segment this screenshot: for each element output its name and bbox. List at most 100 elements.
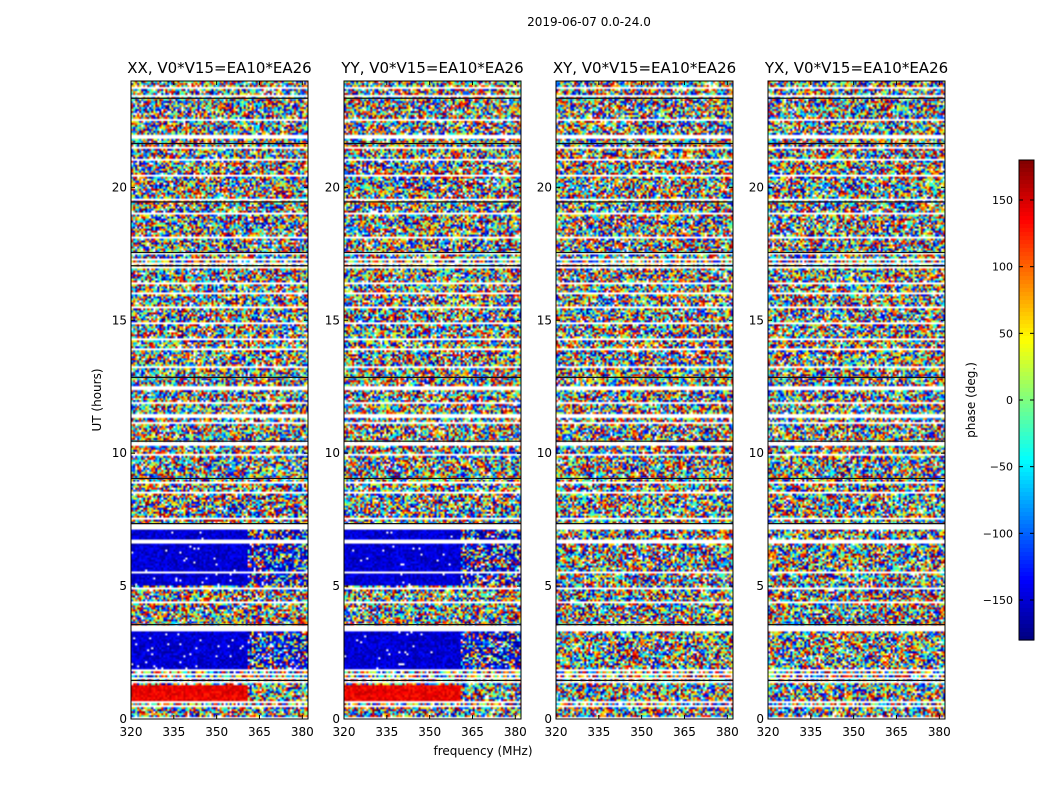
colorbar-segment: [1019, 364, 1034, 369]
colorbar-segment: [1019, 396, 1034, 401]
colorbar-segment: [1019, 176, 1034, 181]
x-tick-label: 350: [418, 725, 441, 739]
colorbar-segment: [1019, 376, 1034, 381]
colorbar-segment: [1019, 212, 1034, 217]
colorbar-segment: [1019, 424, 1034, 429]
panel-4: YX, V0*V15=EA10*EA26 320 335 350 365 380 0 5 10 1…: [749, 59, 951, 739]
colorbar-segment: [1019, 524, 1034, 529]
colorbar-segment: [1019, 548, 1034, 553]
colorbar-segment: [1019, 196, 1034, 201]
colorbar-segment: [1019, 468, 1034, 473]
colorbar-segment: [1019, 552, 1034, 557]
panel-1: XX, V0*V15=EA10*EA26 320 335 350 365 380 0 5 10 1…: [90, 59, 314, 739]
colorbar-segment: [1019, 440, 1034, 445]
colorbar-segment: [1019, 336, 1034, 341]
x-tick-label: 335: [587, 725, 610, 739]
colorbar-segment: [1019, 208, 1034, 213]
colorbar-segment: [1019, 432, 1034, 437]
colorbar-segment: [1019, 500, 1034, 505]
x-axis-label: frequency (MHz): [433, 744, 532, 758]
colorbar-segment: [1019, 564, 1034, 569]
colorbar-segment: [1019, 504, 1034, 509]
panel-title: YY, V0*V15=EA10*EA26: [340, 59, 523, 77]
x-tick-label: 350: [842, 725, 865, 739]
y-tick-label: 15: [112, 313, 127, 327]
colorbar-segment: [1019, 528, 1034, 533]
colorbar-segment: [1019, 496, 1034, 501]
x-tick-label: 335: [375, 725, 398, 739]
colorbar-segment: [1019, 344, 1034, 349]
heatmap-image: [344, 81, 521, 719]
colorbar-segment: [1019, 192, 1034, 197]
colorbar-segment: [1019, 300, 1034, 305]
heatmap-image: [131, 81, 308, 719]
x-tick-label: 365: [461, 725, 484, 739]
colorbar-segment: [1019, 356, 1034, 361]
axes-frame: [130, 80, 309, 720]
colorbar-segment: [1019, 392, 1034, 397]
colorbar-segment: [1019, 472, 1034, 477]
colorbar-segment: [1019, 276, 1034, 281]
y-tick-label: 20: [112, 180, 127, 194]
colorbar-segment: [1019, 448, 1034, 453]
colorbar-segment: [1019, 272, 1034, 277]
colorbar-segment: [1019, 620, 1034, 625]
colorbar-segment: [1019, 368, 1034, 373]
panel-title: XY, V0*V15=EA10*EA26: [553, 59, 736, 77]
y-tick-label: 15: [537, 313, 552, 327]
colorbar-tick-label: 100: [992, 261, 1013, 274]
colorbar-segment: [1019, 444, 1034, 449]
panel-2: YY, V0*V15=EA10*EA26 320 335 350 365 380 0 5 10 1…: [325, 59, 533, 758]
colorbar-segment: [1019, 536, 1034, 541]
colorbar-segment: [1019, 328, 1034, 333]
colorbar-segment: [1019, 184, 1034, 189]
colorbar-segment: [1019, 180, 1034, 185]
panel-title: XX, V0*V15=EA10*EA26: [127, 59, 311, 77]
colorbar-segment: [1019, 560, 1034, 565]
y-tick-label: 10: [325, 446, 340, 460]
colorbar-segment: [1019, 532, 1034, 537]
colorbar-segment: [1019, 380, 1034, 385]
colorbar-segment: [1019, 408, 1034, 413]
colorbar-segment: [1019, 484, 1034, 489]
colorbar-segment: [1019, 580, 1034, 585]
y-tick-label: 10: [537, 446, 552, 460]
colorbar-segment: [1019, 612, 1034, 617]
colorbar-segment: [1019, 324, 1034, 329]
x-tick-label: 380: [504, 725, 527, 739]
colorbar-segment: [1019, 252, 1034, 257]
colorbar-segment: [1019, 516, 1034, 521]
colorbar-segment: [1019, 320, 1034, 325]
colorbar-tick-label: 50: [999, 327, 1013, 340]
colorbar-segment: [1019, 488, 1034, 493]
colorbar-segment: [1019, 400, 1034, 405]
colorbar-segment: [1019, 556, 1034, 561]
y-tick-label: 5: [332, 579, 340, 593]
colorbar-segment: [1019, 592, 1034, 597]
colorbar-segment: [1019, 168, 1034, 173]
y-tick-label: 20: [325, 180, 340, 194]
colorbar-segment: [1019, 220, 1034, 225]
colorbar-segment: [1019, 260, 1034, 265]
colorbar-segment: [1019, 372, 1034, 377]
y-tick-label: 10: [749, 446, 764, 460]
colorbar-segment: [1019, 596, 1034, 601]
colorbar-segment: [1019, 616, 1034, 621]
colorbar-segment: [1019, 628, 1034, 633]
colorbar-segment: [1019, 204, 1034, 209]
colorbar-segment: [1019, 268, 1034, 273]
y-tick-label: 20: [537, 180, 552, 194]
colorbar-segment: [1019, 304, 1034, 309]
x-tick-label: 365: [885, 725, 908, 739]
colorbar-segment: [1019, 284, 1034, 289]
colorbar-segment: [1019, 436, 1034, 441]
colorbar-segment: [1019, 492, 1034, 497]
colorbar-segment: [1019, 172, 1034, 177]
panels-group: XX, V0*V15=EA10*EA26 320 335 350 365 380 0 5 10 1…: [90, 59, 951, 758]
x-tick-label: 380: [928, 725, 951, 739]
y-tick-label: 15: [325, 313, 340, 327]
colorbar-segment: [1019, 256, 1034, 261]
colorbar-segment: [1019, 312, 1034, 317]
colorbar-segment: [1019, 216, 1034, 221]
y-tick-label: 0: [544, 712, 552, 726]
